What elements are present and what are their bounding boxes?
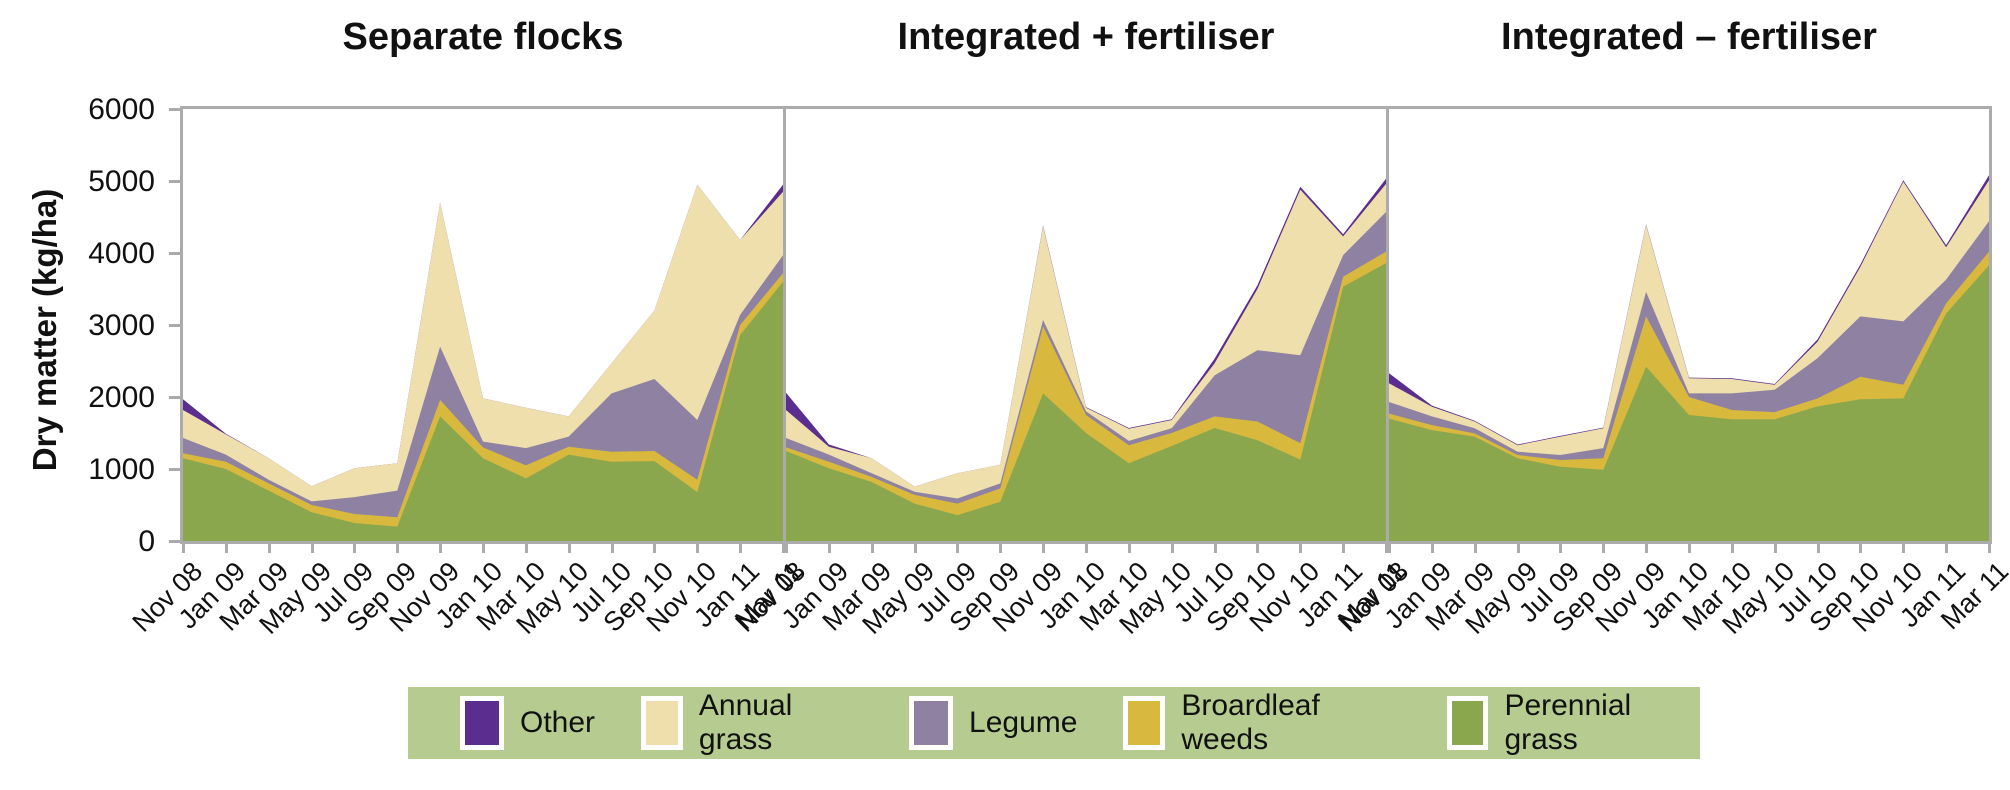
panel-title-integrated-plus-fertiliser: Integrated + fertiliser	[897, 16, 1275, 58]
y-axis-tick-label: 5000	[88, 165, 155, 198]
legend-label: Legume	[969, 706, 1078, 739]
x-axis-tick	[1516, 544, 1520, 553]
y-axis-tick-label: 3000	[88, 309, 155, 342]
x-axis-tick	[267, 544, 271, 553]
x-axis-tick	[224, 544, 228, 553]
x-axis-tick	[1430, 544, 1434, 553]
y-axis-tick-label: 4000	[88, 237, 155, 270]
x-axis-tick	[999, 544, 1003, 553]
stacked-area-panel-0	[183, 184, 783, 541]
plot-frame	[180, 106, 1992, 544]
y-axis-tick-label: 2000	[88, 381, 155, 414]
x-axis-tick	[310, 544, 314, 553]
chart-legend: Other Annual grass Legume Broardleaf weeds P…	[408, 687, 1700, 759]
x-axis-tick	[1388, 544, 1391, 553]
x-axis-tick	[1127, 544, 1131, 553]
x-axis-tick	[439, 544, 443, 553]
x-axis-tick	[827, 544, 831, 553]
x-axis-tick	[1773, 544, 1777, 553]
panel-title-integrated-minus-fertiliser: Integrated – fertiliser	[1501, 16, 1877, 58]
y-axis-tick	[169, 468, 180, 471]
legend-swatch-broadleaf_weeds	[1123, 696, 1166, 750]
y-axis-tick	[169, 108, 180, 111]
area-perennial_grass	[183, 281, 783, 541]
x-axis-tick	[353, 544, 357, 553]
y-axis-tick	[169, 396, 180, 399]
x-axis-tick	[1602, 544, 1606, 553]
legend-item-annual_grass: Annual grass	[641, 689, 863, 757]
area-perennial_grass	[786, 263, 1386, 541]
y-axis-tick	[169, 180, 180, 183]
x-axis-tick	[482, 544, 485, 553]
x-axis-tick	[1945, 544, 1949, 553]
x-axis-tick	[1816, 544, 1820, 553]
x-axis-tick	[739, 544, 743, 553]
x-axis-tick	[1213, 544, 1217, 553]
x-axis-tick	[1299, 544, 1303, 553]
legend-label: Other	[520, 706, 596, 739]
stacked-area-panel-2	[1389, 175, 1989, 541]
legend-label: Broardleaf weeds	[1181, 689, 1320, 756]
x-axis-tick	[1645, 544, 1649, 553]
x-axis-tick	[782, 544, 785, 553]
legend-item-perennial_grass: Perennial grass	[1446, 689, 1700, 757]
legend-item-other: Other	[460, 696, 595, 750]
x-axis-tick	[1085, 544, 1088, 553]
x-axis-tick	[1859, 544, 1863, 553]
x-axis-tick	[1170, 544, 1174, 553]
legend-swatch-legume	[909, 696, 954, 750]
panel-title-separate-flocks: Separate flocks	[342, 16, 624, 58]
x-axis-tick	[567, 544, 571, 553]
legend-label: Perennial grass	[1504, 689, 1632, 756]
panel-divider	[783, 109, 786, 541]
panel-divider	[1386, 109, 1389, 541]
x-axis-tick	[1473, 544, 1477, 553]
x-axis-tick	[1559, 544, 1563, 553]
legend-label: Annual grass	[698, 689, 793, 756]
x-axis-tick	[1256, 544, 1260, 553]
x-axis-tick	[785, 544, 788, 553]
area-perennial_grass	[1389, 265, 1989, 541]
legend-item-legume: Legume	[909, 696, 1077, 750]
x-axis-tick	[1688, 544, 1691, 553]
x-axis-tick	[870, 544, 874, 553]
x-axis-tick	[610, 544, 614, 553]
x-axis-tick	[1342, 544, 1346, 553]
x-axis-tick	[524, 544, 528, 553]
x-axis-tick	[182, 544, 185, 553]
y-axis-tick-label: 1000	[88, 453, 155, 486]
legend-swatch-perennial_grass	[1446, 696, 1489, 750]
stacked-area-panel-1	[786, 178, 1386, 541]
x-axis-tick	[396, 544, 400, 553]
y-axis-tick-label: 6000	[88, 93, 155, 126]
x-axis-tick	[653, 544, 657, 553]
x-axis-tick	[1042, 544, 1046, 553]
y-axis-tick	[169, 540, 180, 543]
x-axis-tick	[1988, 544, 1991, 553]
y-axis-tick-label: 0	[138, 525, 155, 558]
legend-item-broadleaf_weeds: Broardleaf weeds	[1123, 689, 1400, 757]
x-axis-tick	[1385, 544, 1388, 553]
y-axis-tick	[169, 324, 180, 327]
legend-swatch-other	[460, 696, 504, 750]
legend-swatch-annual_grass	[641, 696, 683, 750]
x-axis-tick	[956, 544, 960, 553]
x-axis-tick	[913, 544, 917, 553]
x-axis-tick	[1902, 544, 1906, 553]
x-axis-tick	[696, 544, 700, 553]
y-axis-tick	[169, 252, 180, 255]
x-axis-tick	[1730, 544, 1734, 553]
